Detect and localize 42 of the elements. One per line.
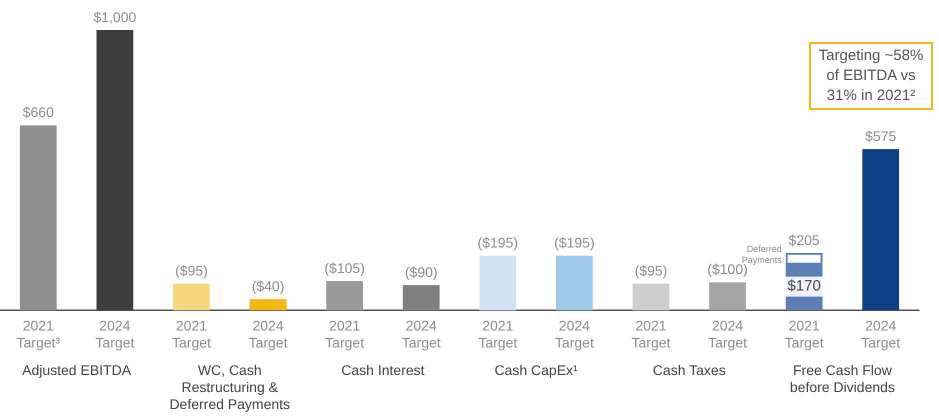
bar [632,284,670,310]
data-label: ($95) [634,262,668,279]
x-tick-label: 2024 Target [554,318,594,350]
bar [556,256,593,310]
x-tick-label: 2021 Target [784,318,824,350]
data-label: $660 [22,104,54,120]
text: Cash Taxes [652,362,727,380]
data-label: $575 [865,128,896,144]
text: Free Cash Flow before Dividends [788,362,896,396]
data-label: ($195) [554,234,595,251]
text: Cash Interest [340,362,426,380]
bar [862,149,900,310]
x-tick-label: 2021 Target³ [16,318,60,350]
bar [402,285,440,310]
x-tick-label: 2021 Target [325,318,364,350]
x-tick-label: 2024 Target [708,318,748,350]
data-label: $170 [787,278,821,295]
data-label: ($40) [252,278,284,294]
data-label: ($105) [324,260,365,276]
bar [326,280,364,310]
data-label: ($90) [404,264,438,280]
bar [173,284,210,310]
x-tick-label: 2021 Target [172,318,212,350]
bar [479,256,516,310]
bar [20,125,57,310]
total-label: $205 [788,232,820,248]
text: Adjusted EBITDA [21,362,132,380]
x-tick-label: 2024 Target [95,318,134,350]
text: WC, Cash Restructuring & Deferred Payments [168,362,292,414]
bar [250,299,286,310]
bar [96,30,134,310]
annotation: Targeting ~58% of EBITDA vs 31% in 2021² [809,42,933,110]
bar [709,282,746,310]
text: Cash CapEx¹ [493,362,579,380]
data-label: ($95) [175,262,208,279]
x-tick-label: 2024 Target [248,318,288,350]
data-label: ($195) [478,234,518,251]
x-tick-label: 2024 Target [861,318,900,350]
x-tick-label: 2021 Target [478,318,518,350]
x-tick-label: 2021 Target [631,318,671,350]
x-tick-label: 2024 Target [402,318,441,350]
data-label: $1,000 [93,8,136,25]
